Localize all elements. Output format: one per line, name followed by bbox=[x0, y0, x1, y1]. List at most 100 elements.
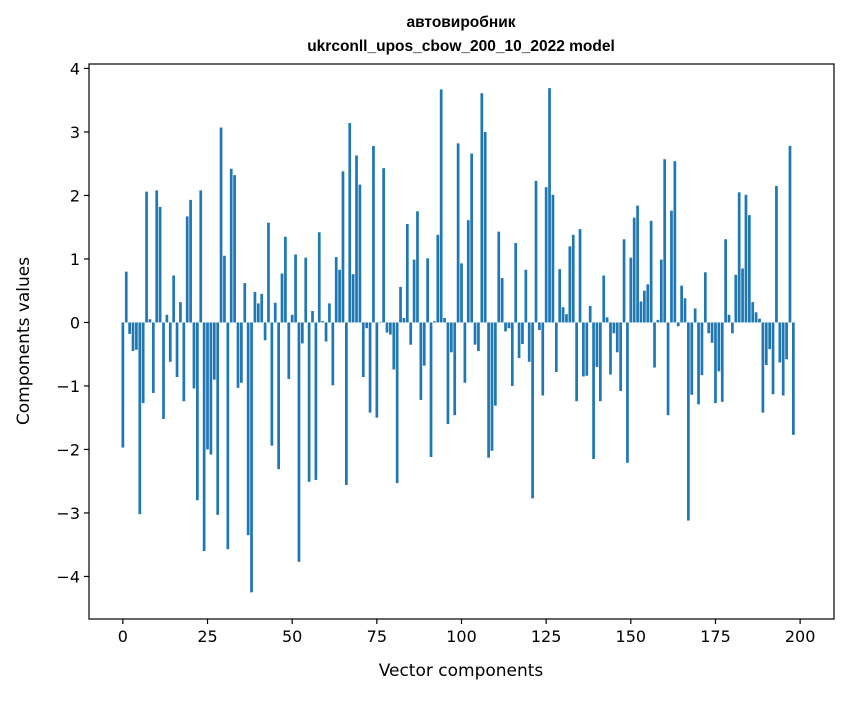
bar-181 bbox=[734, 274, 738, 323]
bar-158 bbox=[656, 319, 660, 323]
bar-6 bbox=[141, 322, 145, 404]
bar-107 bbox=[483, 131, 487, 323]
bar-86 bbox=[412, 259, 416, 323]
bar-66 bbox=[345, 322, 348, 486]
bar-108 bbox=[487, 322, 490, 458]
bar-167 bbox=[687, 322, 690, 521]
bar-168 bbox=[690, 322, 694, 395]
bar-143 bbox=[605, 317, 609, 323]
bar-128 bbox=[554, 322, 558, 372]
x-tick-label: 0 bbox=[118, 627, 128, 646]
chart-title-line1: автовиробник bbox=[406, 14, 515, 31]
bar-164 bbox=[676, 322, 680, 327]
bar-161 bbox=[666, 322, 670, 416]
bar-182 bbox=[737, 192, 741, 323]
y-tick-label: −1 bbox=[56, 377, 80, 396]
bar-187 bbox=[754, 312, 758, 323]
bar-14 bbox=[168, 322, 172, 362]
bar-163 bbox=[673, 161, 677, 323]
bar-74 bbox=[372, 145, 375, 323]
bar-191 bbox=[768, 322, 772, 350]
bar-162 bbox=[670, 210, 673, 323]
bar-152 bbox=[636, 205, 639, 323]
bar-119 bbox=[524, 269, 528, 323]
bar-116 bbox=[514, 243, 518, 323]
bar-133 bbox=[571, 234, 575, 323]
bar-71 bbox=[361, 322, 365, 378]
y-tick-label: 4 bbox=[70, 59, 80, 78]
bar-39 bbox=[253, 291, 257, 323]
bar-165 bbox=[680, 285, 683, 323]
bar-81 bbox=[395, 322, 399, 484]
bar-53 bbox=[300, 322, 304, 344]
bar-115 bbox=[510, 322, 514, 386]
bar-142 bbox=[602, 275, 606, 323]
bar-35 bbox=[240, 322, 243, 383]
bar-55 bbox=[307, 322, 311, 482]
bar-155 bbox=[646, 284, 650, 323]
bar-36 bbox=[243, 283, 247, 323]
bar-9 bbox=[151, 322, 155, 393]
bar-159 bbox=[659, 259, 663, 323]
bar-26 bbox=[209, 322, 213, 455]
bar-171 bbox=[700, 322, 704, 376]
bar-37 bbox=[246, 322, 250, 536]
bar-38 bbox=[250, 322, 253, 593]
bar-105 bbox=[477, 322, 480, 352]
bar-28 bbox=[216, 322, 220, 515]
chart-title-line2: ukrconll_upos_cbow_200_10_2022 model bbox=[307, 38, 615, 55]
bar-90 bbox=[426, 258, 429, 323]
bar-120 bbox=[527, 322, 531, 362]
bar-84 bbox=[405, 224, 409, 323]
bar-63 bbox=[334, 257, 338, 323]
bar-136 bbox=[582, 322, 585, 377]
bar-73 bbox=[368, 322, 372, 413]
bar-96 bbox=[446, 322, 450, 425]
bar-138 bbox=[588, 305, 592, 323]
bar-20 bbox=[189, 199, 192, 323]
bar-31 bbox=[226, 322, 230, 550]
bar-10 bbox=[155, 190, 159, 323]
bar-102 bbox=[466, 220, 470, 323]
bar-67 bbox=[348, 123, 352, 323]
bar-42 bbox=[263, 322, 267, 341]
bar-32 bbox=[229, 168, 233, 323]
x-tick-label: 25 bbox=[197, 627, 217, 646]
bar-47 bbox=[280, 273, 284, 323]
bar-92 bbox=[433, 321, 436, 323]
bar-58 bbox=[317, 232, 321, 323]
bar-145 bbox=[612, 322, 616, 334]
x-tick-label: 200 bbox=[785, 627, 816, 646]
bar-34 bbox=[236, 322, 240, 388]
bar-60 bbox=[324, 322, 328, 342]
x-tick-label: 150 bbox=[616, 627, 647, 646]
bar-98 bbox=[453, 322, 457, 416]
bar-141 bbox=[598, 322, 602, 402]
bar-59 bbox=[321, 321, 325, 323]
bar-123 bbox=[538, 322, 541, 331]
bar-150 bbox=[629, 257, 633, 323]
bar-172 bbox=[703, 272, 707, 323]
bar-111 bbox=[497, 231, 501, 323]
bar-198 bbox=[792, 322, 795, 435]
bar-106 bbox=[480, 93, 484, 323]
bar-196 bbox=[785, 322, 788, 360]
bar-52 bbox=[297, 322, 301, 562]
bar-8 bbox=[148, 319, 152, 323]
bar-192 bbox=[771, 322, 775, 395]
bar-177 bbox=[720, 322, 724, 402]
bar-80 bbox=[392, 322, 396, 370]
bar-27 bbox=[212, 322, 216, 380]
bar-197 bbox=[788, 145, 792, 323]
bar-25 bbox=[206, 322, 209, 450]
bar-82 bbox=[399, 286, 402, 323]
x-tick-label: 100 bbox=[446, 627, 477, 646]
bar-153 bbox=[639, 301, 643, 323]
bar-72 bbox=[365, 322, 369, 329]
bar-85 bbox=[409, 322, 413, 345]
bar-109 bbox=[490, 322, 494, 451]
bar-183 bbox=[741, 268, 744, 323]
bars-group bbox=[121, 88, 795, 593]
bar-175 bbox=[714, 322, 717, 404]
bar-93 bbox=[436, 234, 440, 323]
